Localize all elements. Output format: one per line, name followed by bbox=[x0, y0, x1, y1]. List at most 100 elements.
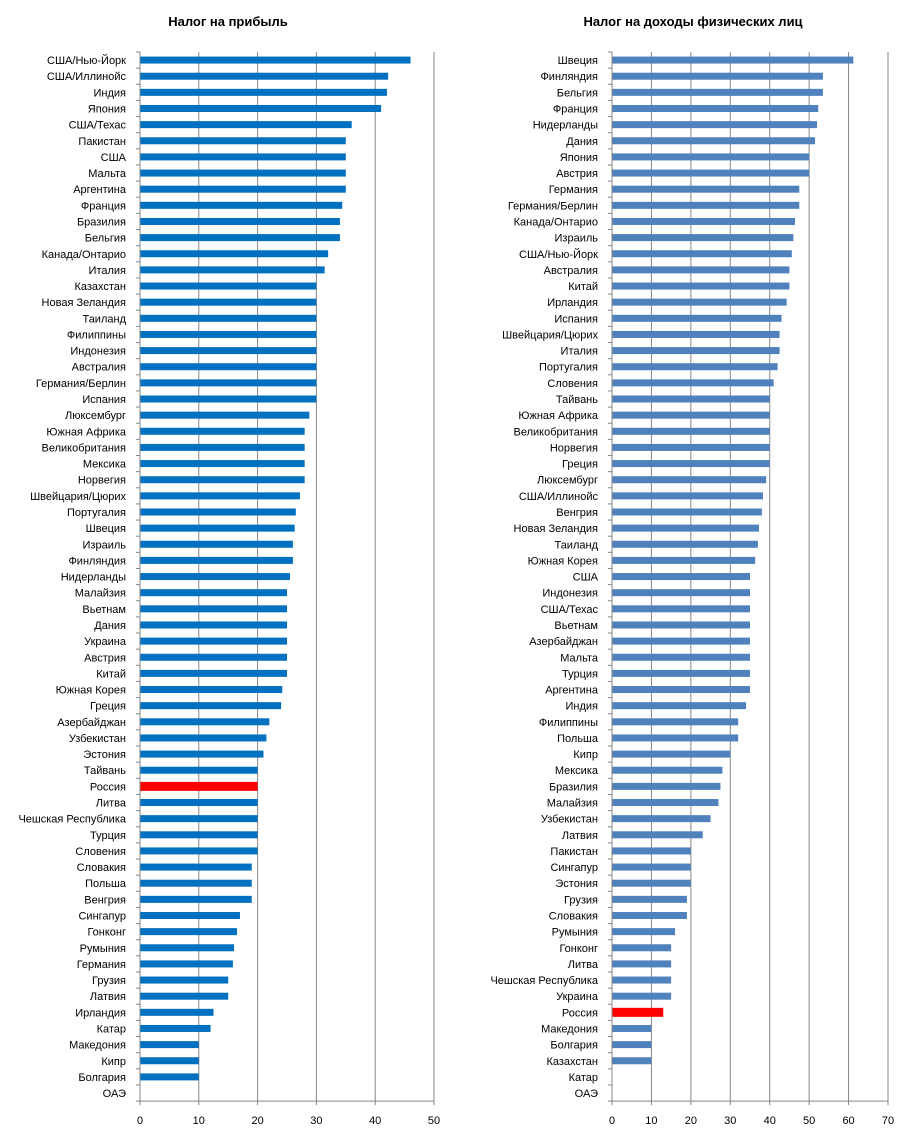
bar bbox=[612, 411, 770, 419]
bar bbox=[612, 298, 787, 306]
bar bbox=[140, 1041, 199, 1049]
category-label: Катар bbox=[97, 1023, 126, 1035]
category-label: Румыния bbox=[80, 943, 126, 955]
bar bbox=[140, 863, 252, 871]
bar bbox=[140, 347, 317, 355]
bar bbox=[612, 879, 691, 887]
bar bbox=[140, 605, 287, 613]
bar bbox=[612, 734, 739, 742]
category-label: Латвия bbox=[90, 991, 126, 1003]
bar bbox=[612, 669, 750, 677]
bar bbox=[140, 669, 287, 677]
category-label: Казахстан bbox=[546, 1056, 598, 1068]
category-label: Болгария bbox=[550, 1040, 598, 1052]
category-label: Сингапур bbox=[550, 862, 598, 874]
category-label: Литва bbox=[568, 959, 599, 971]
bar bbox=[140, 476, 305, 484]
bar bbox=[140, 992, 229, 1000]
bar bbox=[140, 637, 287, 645]
category-label: Индия bbox=[93, 87, 126, 99]
category-label: Словения bbox=[75, 846, 126, 858]
category-label: Чешская Республика bbox=[490, 975, 598, 987]
category-label: Россия bbox=[90, 781, 126, 793]
category-label: Турция bbox=[90, 830, 126, 842]
category-label: Финляндия bbox=[68, 555, 126, 567]
bar bbox=[612, 686, 750, 694]
bar bbox=[140, 831, 258, 839]
category-label: Япония bbox=[88, 103, 126, 115]
bar bbox=[612, 266, 790, 274]
category-label: Китай bbox=[568, 281, 598, 293]
category-label: Словения bbox=[547, 378, 598, 390]
category-label: Грузия bbox=[564, 894, 598, 906]
category-label: Индия bbox=[565, 701, 598, 713]
bar bbox=[612, 847, 691, 855]
bar bbox=[612, 314, 782, 322]
category-label: Польша bbox=[557, 733, 599, 745]
category-label: Болгария bbox=[78, 1072, 126, 1084]
category-label: Ирландия bbox=[75, 1007, 126, 1019]
category-label: Франция bbox=[553, 103, 598, 115]
bar bbox=[612, 476, 767, 484]
bar bbox=[140, 411, 310, 419]
category-label: Таиланд bbox=[554, 539, 598, 551]
category-label: Тайвань bbox=[556, 394, 598, 406]
bar bbox=[140, 492, 300, 500]
category-label: Азербайджан bbox=[57, 717, 126, 729]
chart-title: Налог на доходы физических лиц bbox=[583, 14, 802, 29]
category-label: Таиланд bbox=[82, 313, 126, 325]
bar bbox=[140, 686, 283, 694]
bar bbox=[612, 121, 818, 129]
category-label: Мексика bbox=[83, 459, 127, 471]
category-label: Норвегия bbox=[78, 475, 126, 487]
bar bbox=[140, 427, 305, 435]
category-label: ОАЭ bbox=[575, 1088, 598, 1100]
bar bbox=[612, 895, 687, 903]
bar bbox=[140, 879, 252, 887]
x-tick-label: 40 bbox=[764, 1115, 776, 1127]
bar bbox=[140, 556, 293, 564]
category-label: Япония bbox=[560, 152, 598, 164]
x-tick-label: 20 bbox=[685, 1115, 697, 1127]
category-label: Швеция bbox=[558, 55, 598, 67]
x-tick-label: 10 bbox=[645, 1115, 657, 1127]
category-label: Индонезия bbox=[542, 588, 598, 600]
bar bbox=[140, 766, 258, 774]
category-label: Португалия bbox=[67, 507, 126, 519]
bar bbox=[140, 944, 235, 952]
category-label: США bbox=[101, 152, 127, 164]
x-tick-label: 0 bbox=[137, 1115, 143, 1127]
category-label: Швейцария/Цюрих bbox=[502, 329, 598, 341]
category-label: Эстония bbox=[555, 878, 598, 890]
bar bbox=[140, 718, 270, 726]
bar bbox=[612, 992, 672, 1000]
category-label: Германия/Берлин bbox=[36, 378, 126, 390]
bar bbox=[612, 702, 747, 710]
chart-corporate-tax: Налог на прибыль США/Нью-Йорк США/Иллинойс… bbox=[18, 14, 440, 1127]
bar bbox=[140, 781, 258, 791]
bar bbox=[612, 653, 750, 661]
bar bbox=[612, 508, 762, 516]
x-tick-label: 30 bbox=[724, 1115, 736, 1127]
bar bbox=[612, 72, 823, 80]
bar bbox=[612, 427, 770, 435]
category-label: Турция bbox=[562, 668, 598, 680]
bar bbox=[612, 556, 756, 564]
category-label: Швеция bbox=[86, 523, 126, 535]
bar bbox=[612, 250, 792, 258]
bar bbox=[612, 347, 780, 355]
bar bbox=[140, 524, 295, 532]
category-label: Испания bbox=[554, 313, 598, 325]
category-label: Южная Африка bbox=[46, 426, 127, 438]
bar bbox=[612, 1041, 652, 1049]
x-tick-label: 50 bbox=[428, 1115, 440, 1127]
category-label: Люксембург bbox=[537, 475, 598, 487]
category-label: Венгрия bbox=[84, 894, 126, 906]
bar bbox=[140, 508, 296, 516]
bar bbox=[140, 363, 317, 371]
category-label: Македония bbox=[69, 1040, 126, 1052]
category-label: Чешская Республика bbox=[18, 814, 126, 826]
category-label: Германия bbox=[77, 959, 126, 971]
category-label: Люксембург bbox=[65, 410, 126, 422]
bar bbox=[140, 573, 290, 581]
